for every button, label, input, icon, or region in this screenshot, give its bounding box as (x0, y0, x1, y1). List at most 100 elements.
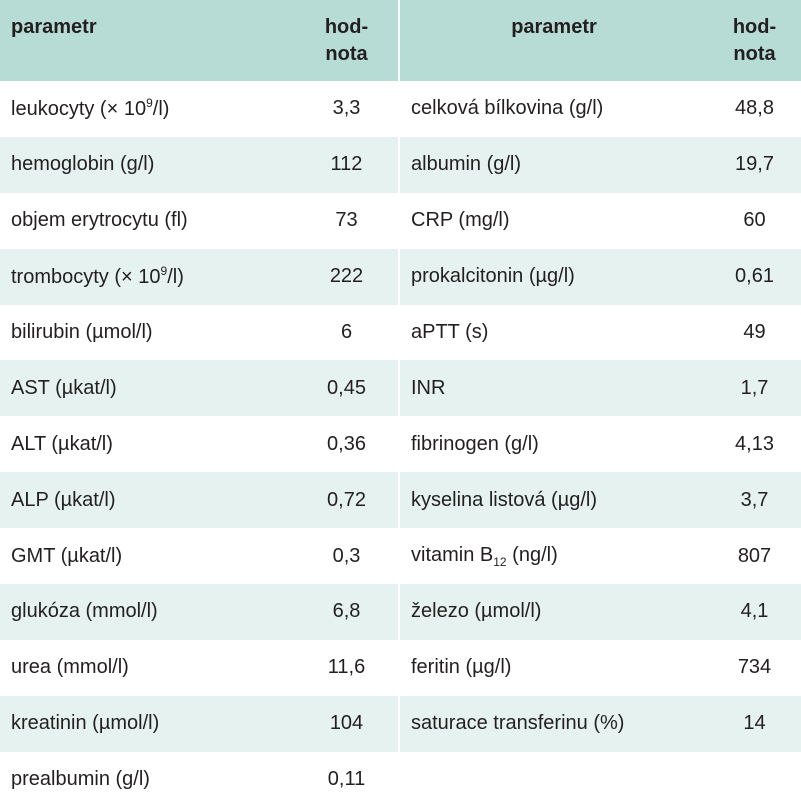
value-cell-right: 4,1 (708, 584, 801, 640)
parameter-name: prealbumin (g/l) (11, 768, 150, 791)
parameter-value: 4,1 (740, 600, 769, 623)
parameter-cell-left: ALT (µkat/l) (0, 416, 295, 472)
value-cell-left: 0,11 (295, 751, 400, 808)
parameter-value: 60 (743, 209, 766, 232)
parameter-name: hemoglobin (g/l) (11, 153, 155, 176)
parameter-cell-right: fibrinogen (g/l) (399, 416, 708, 472)
parameter-name: celková bílkovina (g/l) (411, 97, 604, 120)
value-cell-right: 807 (708, 528, 801, 584)
parameter-name: ALT (µkat/l) (11, 432, 113, 455)
parameter-unit-tail: (ng/l) (506, 543, 558, 566)
table-row: bilirubin (µmol/l) 6 aPTT (s) 49 (0, 304, 801, 361)
parameter-cell-right: kyselina listová (µg/l) (399, 472, 708, 528)
header-parameter-left: parametr (0, 0, 295, 81)
value-cell-left: 73 (295, 192, 400, 249)
parameter-unit-tail: /l) (167, 266, 184, 289)
parameter-name: ALP (µkat/l) (11, 488, 116, 511)
parameter-cell-left: AST (µkat/l) (0, 360, 295, 416)
parameter-value: 4,13 (735, 432, 774, 455)
parameter-value: 0,61 (735, 265, 774, 288)
table-header: parametr hod-nota parametr hod-nota (0, 0, 801, 81)
value-cell-right: 4,13 (708, 416, 801, 472)
parameter-value: 0,72 (327, 488, 366, 511)
parameter-name: GMT (µkat/l) (11, 544, 123, 567)
table-row: urea (mmol/l) 11,6 feritin (µg/l) 734 (0, 639, 801, 696)
parameter-value: 19,7 (735, 153, 774, 176)
parameter-name: bilirubin (µmol/l) (11, 321, 153, 343)
value-cell-left: 11,6 (295, 639, 400, 696)
value-cell-left: 104 (295, 695, 400, 752)
table-body: leukocyty (× 109/l) 3,3 celková bílkovina … (0, 81, 801, 808)
parameter-value: 112 (330, 153, 363, 176)
value-cell-left: 0,3 (295, 528, 400, 585)
table-row: ALP (µkat/l) 0,72 kyselina listová (µg/l) 3… (0, 472, 801, 529)
header-value-left: hod-nota (295, 0, 400, 81)
parameter-value: 104 (329, 712, 364, 735)
parameter-value: 3,7 (740, 488, 769, 511)
table-row: leukocyty (× 109/l) 3,3 celková bílkovina … (0, 81, 801, 137)
header-value-left-text: hod-nota (324, 16, 369, 65)
parameter-cell-right: INR (399, 360, 708, 416)
table-row: GMT (µkat/l) 0,3 vitamin B12 (ng/l) 807 (0, 528, 801, 585)
parameter-cell-left: GMT (µkat/l) (0, 528, 295, 584)
parameter-name: vitamin B (411, 543, 494, 566)
value-cell-left: 0,72 (295, 472, 400, 529)
parameter-value: 6,8 (332, 600, 361, 623)
parameter-value: 49 (743, 321, 766, 343)
parameter-cell-left: urea (mmol/l) (0, 640, 295, 696)
parameter-cell-right: albumin (g/l) (399, 137, 708, 193)
value-cell-left: 112 (295, 136, 400, 193)
parameter-cell-left: leukocyty (× 109/l) (0, 81, 295, 137)
parameter-cell-left: kreatinin (µmol/l) (0, 696, 295, 752)
parameter-name: INR (411, 376, 446, 399)
parameter-cell-right: prokalcitonin (µg/l) (399, 249, 708, 305)
value-cell-right: 1,7 (708, 360, 801, 416)
parameter-cell-right: vitamin B12 (ng/l) (399, 528, 708, 584)
parameter-name: CRP (mg/l) (411, 209, 510, 232)
parameter-cell-left: objem erytrocytu (fl) (0, 193, 295, 249)
parameter-value: 14 (743, 712, 766, 735)
parameter-name: kreatinin (µmol/l) (11, 712, 160, 735)
parameter-name: fibrinogen (g/l) (411, 432, 539, 455)
parameter-cell-right (399, 752, 708, 808)
parameter-name: AST (µkat/l) (11, 376, 117, 399)
value-cell-right: 14 (708, 696, 801, 752)
value-cell-right: 734 (708, 640, 801, 696)
table-row: trombocyty (× 109/l) 222 prokalcitonin (µg… (0, 248, 801, 305)
value-cell-right: 60 (708, 193, 801, 249)
table-row: prealbumin (g/l) 0,11 (0, 751, 801, 808)
header-parameter-right: parametr (399, 0, 708, 81)
header-row: parametr hod-nota parametr hod-nota (0, 0, 801, 81)
parameter-value: 48,8 (735, 97, 774, 120)
header-parameter-right-text: parametr (511, 16, 597, 38)
parameter-cell-right: aPTT (s) (399, 305, 708, 361)
parameter-name: saturace transferinu (%) (411, 712, 625, 735)
parameter-name: aPTT (s) (411, 321, 489, 343)
parameter-name: kyselina listová (µg/l) (411, 488, 598, 511)
parameter-value: 0,11 (327, 768, 366, 791)
value-cell-left: 222 (295, 248, 400, 305)
parameter-cell-right: CRP (mg/l) (399, 193, 708, 249)
parameter-superscript: 9 (146, 96, 153, 111)
parameter-superscript: 9 (160, 264, 168, 279)
parameter-name: prokalcitonin (µg/l) (411, 265, 575, 288)
parameter-value: 1,7 (740, 376, 769, 399)
parameter-value: 11,6 (327, 656, 366, 679)
parameter-cell-left: bilirubin (µmol/l) (0, 305, 295, 361)
parameter-name: glukóza (mmol/l) (11, 600, 158, 623)
parameter-name: železo (µmol/l) (411, 600, 542, 623)
parameter-value: 3,3 (332, 97, 361, 120)
parameter-subscript: 12 (493, 554, 507, 569)
table-row: glukóza (mmol/l) 6,8 železo (µmol/l) 4,1 (0, 584, 801, 640)
table-row: AST (µkat/l) 0,45 INR 1,7 (0, 360, 801, 417)
parameter-cell-right: saturace transferinu (%) (399, 696, 708, 752)
parameter-name: objem erytrocytu (fl) (11, 209, 188, 232)
parameter-cell-left: trombocyty (× 109/l) (0, 249, 295, 305)
table-row: objem erytrocytu (fl) 73 CRP (mg/l) 60 (0, 192, 801, 249)
value-cell-left: 0,36 (295, 416, 400, 473)
parameter-cell-right: železo (µmol/l) (399, 584, 708, 640)
table-row: kreatinin (µmol/l) 104 saturace transferin… (0, 695, 801, 752)
parameter-value: 0,3 (332, 544, 361, 567)
value-cell-right (708, 752, 801, 808)
